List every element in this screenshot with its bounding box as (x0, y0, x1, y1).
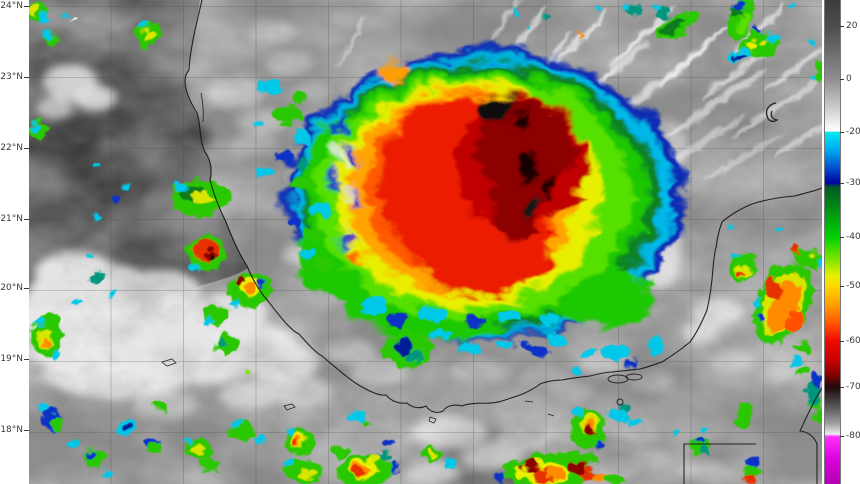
colorbar-tick (840, 286, 844, 287)
latitude-tick (24, 148, 29, 149)
convective-cells-southwest (34, 399, 452, 484)
latitude-label: 22°N (0, 143, 23, 153)
colorbar-tick (840, 237, 844, 238)
latitude-tick (24, 359, 29, 360)
island-curl (765, 102, 779, 123)
colorbar-tick-label: -70 (846, 382, 860, 392)
storm-system (280, 44, 680, 336)
latitude-tick (24, 219, 29, 220)
convective-cells-northeast (511, 0, 822, 82)
latitude-label: 20°N (0, 283, 23, 293)
colorbar-tick (840, 341, 844, 342)
colorbar-tick-label: -60 (846, 336, 860, 346)
colorbar-tick-label: -80 (846, 431, 860, 441)
colorbar-tick (840, 132, 844, 133)
colorbar-tick-label: -30 (846, 178, 860, 188)
colorbar-tick-label: -50 (846, 281, 860, 291)
colorbar-tick-label: 0 (846, 74, 852, 84)
convective-cells-west (29, 0, 269, 371)
colorbar-tick (840, 436, 844, 437)
latitude-label: 24°N (0, 1, 23, 11)
colorbar-tick (840, 387, 844, 388)
rainband-fragments-south (358, 296, 664, 372)
latitude-label: 19°N (0, 354, 23, 364)
latitude-label: 18°N (0, 425, 23, 435)
convective-cells-south (490, 399, 640, 484)
temperature-colorbar (824, 0, 841, 484)
latitude-tick (24, 6, 29, 7)
latitude-axis: 24°N 23°N 22°N 21°N 20°N 19°N 18°N (0, 0, 29, 484)
latitude-label: 23°N (0, 72, 23, 82)
colorbar-tick-label: 20 (846, 21, 858, 31)
latitude-tick (24, 288, 29, 289)
convective-cells-yucatan (727, 220, 822, 374)
coastline (161, 0, 822, 484)
colorbar-tick-label: -40 (846, 232, 860, 242)
colorbar-tick (840, 26, 844, 27)
convective-cells-southeast (668, 369, 821, 482)
latitude-label: 21°N (0, 214, 23, 224)
latitude-tick (24, 77, 29, 78)
colorbar-tick (840, 79, 844, 80)
colorbar-panel: 20 0 -20 -30 -40 -50 -60 -70 -80 (822, 0, 860, 484)
colorbar-tick (840, 183, 844, 184)
colorbar-tick-label: -20 (846, 127, 860, 137)
rainband-fragments-nw (249, 77, 330, 268)
latitude-tick (24, 430, 29, 431)
